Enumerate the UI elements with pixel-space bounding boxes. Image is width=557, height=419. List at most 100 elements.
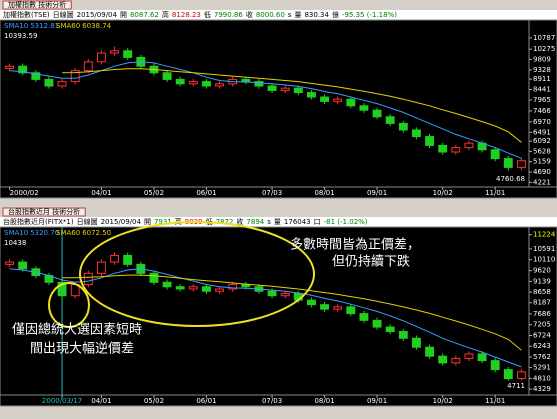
y-tick-label: 5291 bbox=[533, 364, 551, 372]
high-label: 10438 bbox=[4, 239, 26, 247]
info-text: 開 bbox=[120, 11, 127, 19]
candle-body bbox=[110, 50, 119, 54]
y-tick-label: 6491 bbox=[533, 128, 551, 136]
y-tick-label: 9809 bbox=[533, 55, 551, 63]
y-tick-label: 6970 bbox=[533, 118, 551, 126]
low-label: 4711 bbox=[507, 382, 525, 390]
info-text: 台股指數近月(FITX*1) bbox=[3, 217, 74, 226]
info-text: 日線圖 bbox=[53, 10, 74, 19]
y-tick-label: 7466 bbox=[533, 107, 551, 115]
candle-body bbox=[267, 290, 277, 297]
x-tick-label: 06/01 bbox=[196, 189, 216, 197]
candle-body bbox=[123, 50, 133, 58]
y-tick-label: 8911 bbox=[533, 75, 551, 83]
y-tick-label: 11224 bbox=[533, 231, 556, 239]
candle-body bbox=[425, 136, 434, 146]
info-text: 開 bbox=[144, 218, 151, 226]
callout-text: 僅因總統大選因素短時 bbox=[12, 322, 142, 338]
callout-ellipse bbox=[79, 221, 315, 327]
candle-body bbox=[97, 52, 106, 63]
candle-body bbox=[162, 281, 172, 288]
candle-body bbox=[162, 72, 172, 80]
info-text: 高 bbox=[162, 10, 169, 19]
info-text: 收 bbox=[246, 10, 253, 19]
candle-body bbox=[175, 286, 185, 290]
y-tick-label: 5628 bbox=[533, 147, 551, 155]
y-tick-label: 9139 bbox=[533, 277, 551, 285]
info-text: 2015/09/04 bbox=[101, 218, 142, 226]
legend-name: SMA10 bbox=[4, 229, 28, 237]
y-tick-label: 5159 bbox=[533, 158, 551, 166]
candle-body bbox=[464, 142, 474, 149]
date-strip bbox=[0, 394, 557, 407]
x-tick-label: 07/03 bbox=[262, 397, 282, 405]
chart-area bbox=[0, 19, 557, 188]
candle-body bbox=[97, 261, 106, 274]
y-tick-label: 9328 bbox=[533, 66, 551, 74]
x-tick-label: 04/01 bbox=[91, 397, 111, 405]
candle-body bbox=[149, 272, 159, 283]
candle-body bbox=[333, 98, 343, 102]
candle-body bbox=[451, 357, 461, 364]
tab[interactable] bbox=[2, 207, 86, 217]
y-tick-label: 5762 bbox=[533, 353, 551, 361]
candle-body bbox=[359, 105, 369, 111]
y-tick-label: 6243 bbox=[533, 342, 551, 350]
x-tick-label: 09/01 bbox=[367, 189, 387, 197]
candle-body bbox=[307, 92, 316, 98]
y-tick-label: 10591 bbox=[533, 245, 555, 253]
info-text: 加權指數(TSE) bbox=[3, 10, 50, 19]
candle-body bbox=[359, 313, 369, 321]
date-strip bbox=[0, 186, 557, 199]
y-tick-label: 8658 bbox=[533, 288, 551, 296]
candle-body bbox=[44, 78, 54, 87]
legend-value: 6072.50 bbox=[82, 229, 111, 237]
info-text: 億 bbox=[332, 10, 339, 19]
info-text: 8087.62 bbox=[130, 11, 159, 19]
y-tick-label: 10787 bbox=[533, 34, 555, 42]
candle-body bbox=[372, 109, 382, 118]
x-tick-label: 06/01 bbox=[196, 397, 216, 405]
sma-line bbox=[62, 274, 522, 351]
info-text: 176043 bbox=[284, 218, 311, 226]
candle-body bbox=[490, 149, 500, 160]
candle-body bbox=[83, 272, 93, 286]
x-tick-label: 2000/03/17 bbox=[42, 397, 82, 405]
x-tick-label: 11/01 bbox=[485, 397, 505, 405]
y-tick-label: 6724 bbox=[533, 331, 551, 339]
legend-name: SMA60 bbox=[56, 22, 80, 30]
y-tick-label: 9620 bbox=[533, 267, 551, 275]
candle-body bbox=[503, 369, 513, 380]
sma-line bbox=[9, 61, 522, 159]
info-text: 高 bbox=[175, 217, 182, 226]
tab[interactable] bbox=[2, 0, 72, 10]
candle-body bbox=[346, 98, 356, 107]
candle-body bbox=[425, 346, 434, 357]
candle-body bbox=[280, 292, 290, 297]
candle-body bbox=[18, 65, 28, 74]
x-tick-label: 07/03 bbox=[262, 189, 282, 197]
tab-label[interactable]: 加權指數 技術分析 bbox=[8, 0, 66, 9]
candle-body bbox=[320, 304, 329, 310]
info-text: 2015/09/04 bbox=[77, 11, 118, 19]
x-tick-label: 05/02 bbox=[144, 397, 164, 405]
x-tick-label: 09/01 bbox=[367, 397, 387, 405]
y-tick-label: 7965 bbox=[533, 96, 551, 104]
candle-body bbox=[385, 116, 395, 124]
y-tick-label: 7205 bbox=[533, 321, 551, 329]
candle-body bbox=[202, 286, 211, 292]
candle-body bbox=[464, 353, 474, 359]
info-text: -81 (-1.02%) bbox=[324, 218, 368, 226]
candle-body bbox=[123, 254, 133, 265]
candle-body bbox=[438, 355, 448, 364]
y-tick-label: 4690 bbox=[533, 168, 551, 176]
info-text: 量 bbox=[274, 218, 281, 226]
x-tick-label: 08/01 bbox=[314, 397, 334, 405]
tab-label[interactable]: 台股指數近月 技術分析 bbox=[8, 207, 80, 216]
info-text: 8128.23 bbox=[172, 11, 201, 19]
callout-text: 間出現大幅逆價差 bbox=[30, 341, 134, 357]
info-text: s bbox=[288, 11, 292, 19]
candle-body bbox=[254, 81, 264, 87]
info-text: 口 bbox=[314, 218, 321, 226]
